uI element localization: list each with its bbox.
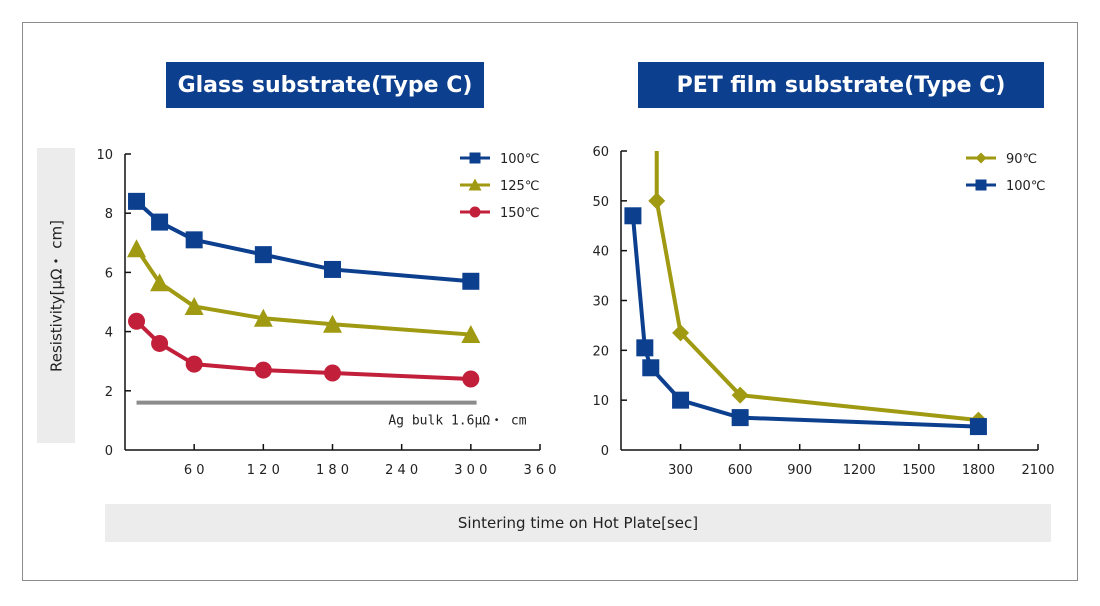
data-point xyxy=(324,364,341,382)
data-point xyxy=(253,308,273,327)
data-point xyxy=(461,325,481,344)
y-tick-label: 10 xyxy=(592,394,609,409)
y-tick-label: 6 xyxy=(105,266,113,281)
x-tick-label: 600 xyxy=(728,463,753,478)
data-point xyxy=(185,231,203,249)
series-line xyxy=(654,151,979,423)
data-point xyxy=(731,386,749,404)
y-tick-label: 4 xyxy=(105,326,113,341)
data-point xyxy=(642,359,660,377)
series-line xyxy=(134,247,471,337)
data-point xyxy=(672,391,690,409)
data-point xyxy=(324,260,341,278)
legend-label: 90℃ xyxy=(1006,152,1037,167)
y-tick-label: 0 xyxy=(105,444,113,459)
data-point xyxy=(672,324,690,342)
x-tick-label: 1500 xyxy=(902,463,935,478)
y-tick-label: 40 xyxy=(592,245,609,260)
chart-title-pet: PET film substrate(Type C) xyxy=(638,62,1044,108)
x-tick-label: 1800 xyxy=(962,463,995,478)
y-tick-label: 60 xyxy=(592,145,609,160)
data-point xyxy=(151,334,169,352)
y-tick-label: 8 xyxy=(105,207,113,222)
legend-marker xyxy=(975,179,987,191)
legend-label: 150℃ xyxy=(500,206,539,221)
x-tick-label: 1 8 0 xyxy=(316,463,349,478)
x-tick-label: 2100 xyxy=(1021,463,1054,478)
legend-marker xyxy=(468,178,482,191)
legend-label: 100℃ xyxy=(500,152,539,167)
x-axis-label: Sintering time on Hot Plate[sec] xyxy=(457,514,699,532)
legend-marker xyxy=(469,206,481,218)
chart-title-glass: Glass substrate(Type C) xyxy=(166,62,484,108)
data-point xyxy=(127,239,147,258)
legend-marker xyxy=(975,152,987,164)
chart-pet: 0 10 20 30 40 50 60 300 600 900 1200 1500 1800 2100 90… xyxy=(592,145,1054,478)
data-point xyxy=(185,355,203,373)
y-tick-label: 0 xyxy=(601,444,609,459)
data-point xyxy=(128,312,146,330)
legend-label: 100℃ xyxy=(1006,179,1045,194)
ag-bulk-reference-label: Ag bulk 1.6μΩ・ cm xyxy=(388,414,526,429)
data-point xyxy=(648,192,666,210)
data-point xyxy=(969,418,987,436)
data-point xyxy=(151,213,169,231)
data-point xyxy=(462,272,480,290)
data-point xyxy=(636,339,654,357)
data-point xyxy=(150,273,170,292)
data-point xyxy=(462,370,480,388)
x-tick-label: 1 2 0 xyxy=(247,463,280,478)
data-point xyxy=(624,207,642,225)
y-tick-label: 20 xyxy=(592,344,609,359)
x-tick-label: 6 0 xyxy=(184,463,205,478)
x-tick-label: 300 xyxy=(668,463,693,478)
legend-label: 125℃ xyxy=(500,179,539,194)
data-point xyxy=(128,192,146,210)
y-tick-label: 50 xyxy=(592,195,609,210)
x-tick-label: 3 0 0 xyxy=(454,463,487,478)
y-tick-label: 2 xyxy=(105,385,113,400)
x-tick-label: 3 6 0 xyxy=(523,463,556,478)
data-point xyxy=(254,361,272,379)
x-tick-label: 2 4 0 xyxy=(385,463,418,478)
data-point xyxy=(254,246,272,264)
y-axis-label-band: Resistivity[μΩ・ cm] xyxy=(37,148,75,443)
x-tick-label: 1200 xyxy=(843,463,876,478)
y-tick-label: 30 xyxy=(592,295,609,310)
series-line xyxy=(630,215,979,429)
figure-frame xyxy=(22,22,1078,581)
data-point xyxy=(184,296,204,315)
y-tick-label: 10 xyxy=(96,148,113,163)
x-axis-label-band: Sintering time on Hot Plate[sec] xyxy=(105,504,1051,542)
chart-glass: 0 2 4 6 8 10 6 0 1 2 0 1 8 0 2 4 0 3 0 0 3 6 0 Ag bu… xyxy=(96,148,556,478)
data-point xyxy=(731,409,749,427)
data-point xyxy=(323,314,342,333)
legend-marker xyxy=(469,152,481,164)
x-tick-label: 900 xyxy=(787,463,812,478)
